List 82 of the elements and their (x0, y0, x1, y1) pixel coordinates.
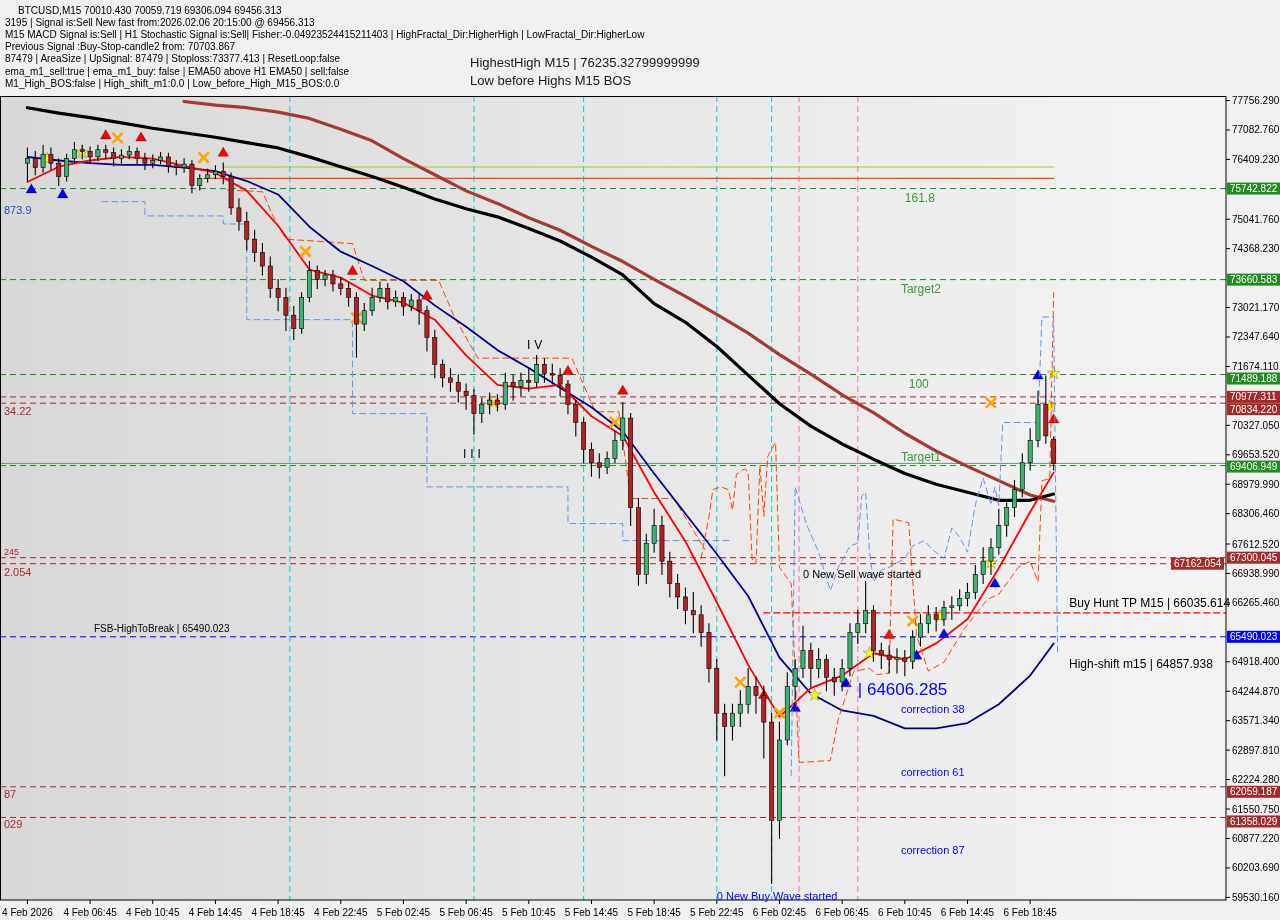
annotation: correction 38 (901, 703, 965, 715)
text: 3195 | Signal is:Sell New fast from:2026.02.06 20:15:00 @ 69456.313 (5, 16, 316, 28)
annotation: Target2 (900, 281, 942, 296)
x-tick-label: 4 Feb 06:45 (63, 906, 118, 918)
annotation: FSB-HighToBreak | 65490.023 (94, 623, 230, 635)
x-tick-label: 6 Feb 02:45 (752, 906, 807, 918)
x-tick-label: 6 Feb 06:45 (815, 906, 870, 918)
x-tick-label: 5 Feb 18:45 (627, 906, 682, 918)
x-tick-label: 4 Feb 14:45 (188, 906, 243, 918)
y-tick-label: 73021.170 (1232, 302, 1280, 314)
y-tick-label: 64918.400 (1232, 656, 1280, 668)
y-tick-label: 77756.290 (1232, 95, 1280, 107)
annotation: 0 New Sell wave started (803, 568, 921, 580)
annotation: 029 (3, 818, 23, 831)
y-tick-label: 63571.340 (1232, 715, 1280, 727)
y-tick-label: 75041.760 (1232, 213, 1280, 225)
x-tick-label: 6 Feb 18:45 (1003, 906, 1058, 918)
x-tick-label: 6 Feb 10:45 (878, 906, 932, 918)
y-tick-label: 62224.280 (1232, 774, 1280, 786)
y-tick-label: 64244.870 (1232, 685, 1280, 697)
x-tick-label: 5 Feb 22:45 (690, 906, 744, 918)
y-tick-label: 76409.230 (1232, 153, 1280, 165)
x-tick-label: 4 Feb 22:45 (314, 906, 368, 918)
ref-line-label: 61358.029 (1230, 815, 1278, 827)
text: 87479 | AreaSize | UpSignal: 87479 | Stoploss:73377.413 | ResetLoop:false (5, 53, 341, 65)
y-tick-label: 60877.220 (1232, 832, 1280, 844)
y-tick-label: 77082.760 (1232, 124, 1280, 136)
y-tick-label: 68306.460 (1232, 508, 1280, 520)
x-tick-label: 4 Feb 18:45 (251, 906, 306, 918)
y-tick-label: 70327.050 (1232, 419, 1280, 431)
annotation: Target1 (900, 449, 942, 464)
annotation: 87 (3, 787, 17, 800)
annotation: 161.8 (904, 190, 936, 205)
x-tick-label: 4 Feb 10:45 (126, 906, 180, 918)
ref-line-label: 70977.311 (1230, 391, 1277, 403)
ref-line-label: 65490.023 (1230, 631, 1278, 643)
text: M1_High_BOS:false | High_shift_m1:0.0 | Low_before_High_M15_BOS:0.0 (5, 77, 340, 89)
y-tick-label: 72347.640 (1232, 331, 1280, 343)
y-tick-label: 59530.160 (1232, 891, 1280, 903)
ref-line-label: 73660.583 (1230, 274, 1278, 286)
ref-line-label: 62059.187 (1230, 786, 1278, 798)
ref-line-label: 67300.045 (1230, 552, 1278, 564)
annotation: 873.9 (4, 204, 32, 216)
annotation: correction 87 (901, 844, 965, 856)
ref-line-label: 70834.220 (1230, 403, 1278, 415)
y-tick-label: 69653.520 (1232, 449, 1280, 461)
text: ema_m1_sell:true | ema_m1_buy: false | EMA50 above H1 EMA50 | sell:false (5, 65, 350, 77)
annotation: High-shift m15 | 64857.938 (1069, 657, 1214, 671)
y-tick-label: 61550.750 (1232, 803, 1280, 815)
x-tick-label: 6 Feb 14:45 (940, 906, 995, 918)
ref-line-label: 67162.054 (1174, 558, 1222, 570)
text: HighestHigh M15 | 76235.32799999999 (470, 54, 700, 70)
annotation: IV (526, 338, 547, 353)
x-tick-label: 5 Feb 02:45 (376, 906, 431, 918)
ref-line-label: 71489.188 (1230, 373, 1278, 385)
y-tick-label: 67612.520 (1232, 538, 1280, 550)
y-tick-label: 66938.990 (1232, 567, 1280, 579)
y-tick-label: 74368.230 (1232, 243, 1280, 255)
text: Previous Signal :Buy-Stop-candle2 from: 70703.867 (5, 41, 236, 53)
annotation: correction 61 (901, 766, 965, 778)
annotation: 2.054 (3, 565, 32, 578)
text: BTCUSD,M15 70010.430 70059.719 69306.094 69456.313 (18, 4, 282, 16)
x-tick-label: 4 Feb 2026 (2, 906, 54, 918)
x-tick-label: 5 Feb 10:45 (502, 906, 556, 918)
x-tick-label: 5 Feb 14:45 (564, 906, 619, 918)
y-tick-label: 62897.810 (1232, 744, 1280, 756)
annotation: 0 New Buy Wave started (716, 889, 838, 902)
x-tick-label: 5 Feb 06:45 (439, 906, 494, 918)
annotation: 100 (908, 376, 930, 391)
y-tick-label: 68979.990 (1232, 478, 1280, 490)
y-tick-label: 66265.460 (1232, 597, 1280, 609)
annotation: 245 (3, 546, 19, 557)
text: Low before Highs M15 BOS (470, 72, 632, 88)
annotation: | 64606.285 (857, 679, 948, 699)
annotation: 34.22 (3, 405, 32, 418)
text: M15 MACD Signal is:Sell | H1 Stochastic Signal is:Sell| Fisher:-0.04923524415211403 | HighFractal_Dir:HigherHigh | LowFractal_Dir:HigherLow (5, 28, 646, 40)
ref-line-label: 69406.949 (1230, 461, 1278, 473)
annotation: Buy Hunt TP M15 | 66035.614 (1069, 595, 1231, 610)
y-tick-label: 60203.690 (1232, 862, 1280, 874)
ref-line-label: 75742.822 (1230, 183, 1278, 195)
annotation: III (462, 447, 485, 462)
y-tick-label: 71674.110 (1232, 360, 1279, 372)
